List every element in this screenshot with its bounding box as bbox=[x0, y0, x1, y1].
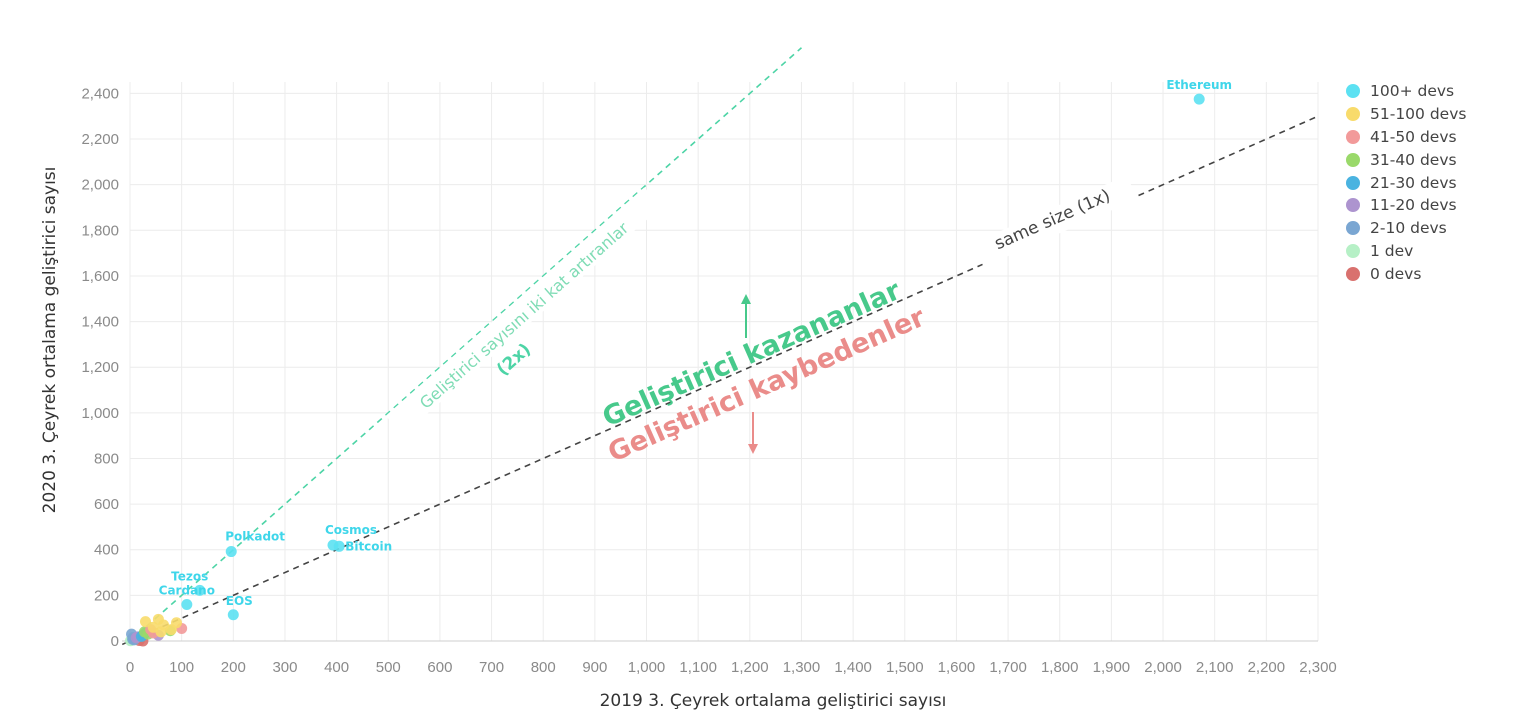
point-label: Bitcoin bbox=[345, 539, 392, 553]
reference-lines: same size (1x) Geliştirici sayısını iki k… bbox=[121, 47, 1319, 646]
x-tick-label: 1,100 bbox=[679, 659, 717, 676]
x-tick-label: 600 bbox=[427, 659, 452, 676]
x-tick-label: 1,000 bbox=[628, 659, 666, 676]
x-tick-label: 2,200 bbox=[1248, 659, 1286, 676]
x-tick-label: 2,300 bbox=[1299, 659, 1337, 676]
legend-swatch bbox=[1346, 107, 1360, 122]
y-tick-label: 1,200 bbox=[81, 359, 119, 376]
y-tick-label: 2,000 bbox=[81, 177, 119, 194]
legend-swatch bbox=[1346, 221, 1360, 236]
x-tick-label: 100 bbox=[169, 659, 194, 676]
point-label: Tezos bbox=[171, 569, 208, 583]
x-tick-label: 1,500 bbox=[886, 659, 924, 676]
x-tick-label: 700 bbox=[479, 659, 504, 676]
legend-item[interactable]: 51-100 devs bbox=[1346, 103, 1466, 126]
data-point bbox=[139, 616, 151, 628]
legend-item[interactable]: 1 dev bbox=[1346, 240, 1466, 263]
point-label: Polkadot bbox=[225, 530, 285, 544]
y-tick-label: 1,800 bbox=[81, 222, 119, 239]
same-size-label: same size (1x) bbox=[992, 186, 1114, 254]
x-tick-label: 1,400 bbox=[834, 659, 872, 676]
legend-label: 100+ devs bbox=[1370, 82, 1455, 101]
legend-label: 0 devs bbox=[1370, 264, 1422, 283]
data-point bbox=[225, 546, 237, 558]
data-point bbox=[333, 540, 345, 552]
legend-item[interactable]: 100+ devs bbox=[1346, 80, 1466, 103]
y-tick-label: 0 bbox=[111, 633, 119, 650]
legend-swatch bbox=[1346, 84, 1360, 99]
x-tick-label: 1,300 bbox=[783, 659, 821, 676]
legend-item[interactable]: 11-20 devs bbox=[1346, 194, 1466, 217]
x-tick-label: 1,600 bbox=[938, 659, 976, 676]
x-axis-ticks: 0 100 200 300 400 500 600 700 800 900 1,000 1,100 1,… bbox=[126, 659, 1337, 676]
y-tick-label: 600 bbox=[94, 496, 119, 513]
point-labels: Ethereum Cosmos Bitcoin Polkadot CardanoTezo… bbox=[159, 78, 1232, 608]
y-tick-label: 400 bbox=[94, 542, 119, 559]
data-point bbox=[155, 626, 167, 638]
legend-item[interactable]: 41-50 devs bbox=[1346, 126, 1466, 149]
x-tick-label: 1,800 bbox=[1041, 659, 1079, 676]
y-tick-label: 2,400 bbox=[81, 85, 119, 102]
legend-label: 51-100 devs bbox=[1370, 105, 1467, 124]
down-arrow-head bbox=[748, 444, 758, 454]
x-tick-label: 200 bbox=[221, 659, 246, 676]
legend-swatch bbox=[1346, 198, 1360, 213]
legend-item[interactable]: 31-40 devs bbox=[1346, 148, 1466, 171]
data-point bbox=[181, 598, 193, 610]
x-tick-label: 800 bbox=[531, 659, 556, 676]
y-axis-ticks: 0 200 400 600 800 1,000 1,200 1,400 1,600 1,800 2,… bbox=[81, 85, 119, 650]
legend-label: 1 dev bbox=[1370, 241, 1414, 260]
legend-label: 21-30 devs bbox=[1370, 173, 1457, 192]
y-tick-label: 800 bbox=[94, 450, 119, 467]
x-axis-title: 2019 3. Çeyrek ortalama geliştirici sayı… bbox=[600, 691, 947, 711]
x-tick-label: 0 bbox=[126, 659, 134, 676]
data-points bbox=[125, 93, 1205, 647]
legend-swatch bbox=[1346, 266, 1360, 281]
legend-item[interactable]: 2-10 devs bbox=[1346, 217, 1466, 240]
data-point bbox=[194, 584, 206, 596]
legend-label: 2-10 devs bbox=[1370, 219, 1447, 238]
y-tick-label: 1,600 bbox=[81, 268, 119, 285]
y-axis-title: 2020 3. Çeyrek ortalama geliştirici sayı… bbox=[40, 167, 60, 514]
point-label: EOS bbox=[226, 594, 253, 608]
point-label: Cardano bbox=[159, 583, 215, 597]
point-label: Ethereum bbox=[1166, 78, 1232, 92]
data-point bbox=[170, 617, 182, 629]
x-tick-label: 2,100 bbox=[1196, 659, 1234, 676]
double-label: Geliştirici sayısını iki kat artıranlar bbox=[416, 218, 633, 413]
legend-swatch bbox=[1346, 152, 1360, 167]
legend-label: 11-20 devs bbox=[1370, 196, 1457, 215]
legend-swatch bbox=[1346, 243, 1360, 258]
legend-swatch bbox=[1346, 129, 1360, 144]
legend-label: 41-50 devs bbox=[1370, 127, 1457, 146]
legend: 100+ devs 51-100 devs 41-50 devs 31-40 devs… bbox=[1346, 80, 1466, 285]
legend-label: 31-40 devs bbox=[1370, 150, 1457, 169]
point-label: Cosmos bbox=[325, 523, 377, 537]
x-tick-label: 900 bbox=[582, 659, 607, 676]
x-tick-label: 1,200 bbox=[731, 659, 769, 676]
y-tick-label: 2,200 bbox=[81, 131, 119, 148]
label-background bbox=[385, 187, 662, 436]
legend-item[interactable]: 21-30 devs bbox=[1346, 171, 1466, 194]
x-tick-label: 2,000 bbox=[1144, 659, 1182, 676]
grid bbox=[122, 82, 1319, 642]
x-tick-label: 300 bbox=[272, 659, 297, 676]
data-point bbox=[227, 609, 239, 621]
legend-item[interactable]: 0 devs bbox=[1346, 262, 1466, 285]
y-tick-label: 1,400 bbox=[81, 314, 119, 331]
y-tick-label: 200 bbox=[94, 587, 119, 604]
legend-swatch bbox=[1346, 175, 1360, 190]
x-tick-label: 400 bbox=[324, 659, 349, 676]
y-tick-label: 1,000 bbox=[81, 405, 119, 422]
up-arrow-head bbox=[741, 294, 751, 304]
x-tick-label: 1,900 bbox=[1093, 659, 1131, 676]
label-background bbox=[973, 175, 1138, 267]
x-tick-label: 500 bbox=[376, 659, 401, 676]
data-point bbox=[1193, 93, 1205, 105]
x-tick-label: 1,700 bbox=[989, 659, 1027, 676]
